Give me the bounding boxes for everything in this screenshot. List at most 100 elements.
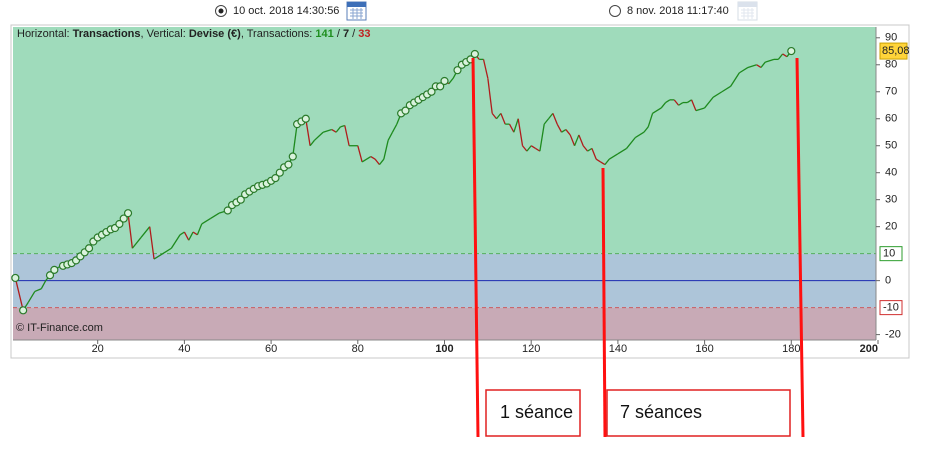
data-point — [271, 174, 280, 183]
chart-info: Horizontal: Transactions, Vertical: Devi… — [17, 28, 371, 40]
calendar-grid — [741, 8, 754, 19]
line-segment — [561, 128, 567, 133]
y-tick-label: -20 — [885, 329, 901, 341]
line-segment — [27, 291, 36, 303]
line-segment — [686, 99, 692, 104]
line-segment — [556, 123, 563, 133]
calendar-icon[interactable] — [346, 1, 367, 21]
line-segment — [777, 53, 784, 60]
line-segment — [482, 59, 489, 79]
start-date: 10 oct. 2018 14:30:56 — [233, 5, 339, 17]
radio[interactable] — [609, 5, 621, 17]
line-segment — [634, 131, 645, 139]
line-segment — [314, 131, 324, 141]
line-segment — [587, 147, 593, 152]
data-point — [275, 168, 284, 177]
header: 10 oct. 2018 14:30:56 8 nov. 2018 11:17:… — [215, 1, 758, 21]
line-segment — [626, 137, 636, 149]
line-segment — [331, 128, 337, 133]
line-segment — [608, 153, 619, 160]
y-tick-label: 30 — [885, 194, 897, 206]
info-part: / — [337, 28, 341, 40]
data-point — [11, 273, 20, 283]
line-segment — [448, 77, 454, 85]
x-tick-label: 120 — [522, 343, 540, 355]
line-segment — [378, 158, 385, 166]
end-date: 8 nov. 2018 11:17:40 — [627, 5, 729, 17]
x-tick-label: 100 — [435, 343, 453, 355]
copyright: © IT-Finance.com — [16, 322, 103, 334]
line-segment — [643, 126, 649, 133]
line-segment — [14, 277, 24, 311]
line-segment — [149, 226, 155, 260]
x-tick-label: 40 — [178, 343, 190, 355]
line-segment — [591, 148, 597, 160]
annotation-box — [485, 389, 581, 437]
line-segment — [391, 123, 398, 133]
zone-upper — [13, 27, 876, 254]
y-tick-label: 80 — [885, 59, 897, 71]
line-segment — [305, 118, 311, 146]
line-segment — [140, 226, 151, 238]
line-segment — [322, 128, 332, 133]
data-point — [45, 271, 55, 280]
line-segment — [678, 101, 684, 106]
line-segment — [335, 126, 341, 133]
data-point — [115, 219, 124, 229]
line-segment — [344, 125, 350, 146]
line-segment — [695, 107, 705, 112]
data-point — [401, 106, 410, 115]
line-segment — [565, 129, 571, 136]
info-part: , — [141, 28, 144, 40]
x-tick-label: 160 — [695, 343, 713, 355]
data-point — [440, 76, 449, 86]
line-segment — [508, 123, 515, 133]
line-segment — [756, 64, 762, 69]
line-segment — [196, 223, 203, 236]
line-segment — [374, 158, 380, 166]
line-segment — [34, 288, 42, 293]
x-tick-label: 180 — [782, 343, 800, 355]
line-segment — [600, 161, 606, 166]
annotation-text: 7 séances — [620, 402, 702, 422]
line-segment — [543, 118, 550, 125]
line-segment — [188, 231, 194, 241]
line-segment — [573, 134, 580, 146]
x-tick-label: 80 — [352, 343, 364, 355]
y-tick-label: 50 — [885, 140, 897, 152]
line-segment — [617, 147, 627, 155]
annotation-line — [601, 167, 607, 438]
line-segment — [370, 155, 376, 160]
info-part: Devise (€) — [189, 28, 241, 40]
line-segment — [721, 85, 731, 93]
line-segment — [153, 253, 164, 260]
zone-lower — [13, 307, 876, 340]
y-tick-label: 20 — [885, 221, 897, 233]
line-segment — [765, 58, 775, 63]
line-segment — [522, 145, 528, 152]
line-segment — [738, 66, 749, 74]
zone-edge-label: -10 — [883, 302, 899, 314]
data-point — [50, 265, 59, 274]
line-segment — [357, 145, 363, 163]
line-segment — [170, 234, 181, 249]
line-segment — [595, 158, 601, 163]
line-segment — [131, 237, 142, 249]
info-part: Vertical: — [147, 28, 186, 40]
line-segment — [387, 131, 394, 141]
line-segment — [179, 231, 185, 236]
info-part: / — [352, 28, 356, 40]
line-segment — [578, 134, 584, 146]
data-point — [223, 206, 232, 215]
line-segment — [500, 113, 506, 125]
line-segment — [526, 145, 532, 152]
data-point — [123, 209, 133, 218]
annotation-line — [795, 57, 805, 438]
calendar-icon-disabled[interactable] — [737, 1, 758, 21]
data-point — [453, 66, 462, 75]
data-point — [236, 195, 245, 204]
line-segment — [127, 213, 134, 249]
